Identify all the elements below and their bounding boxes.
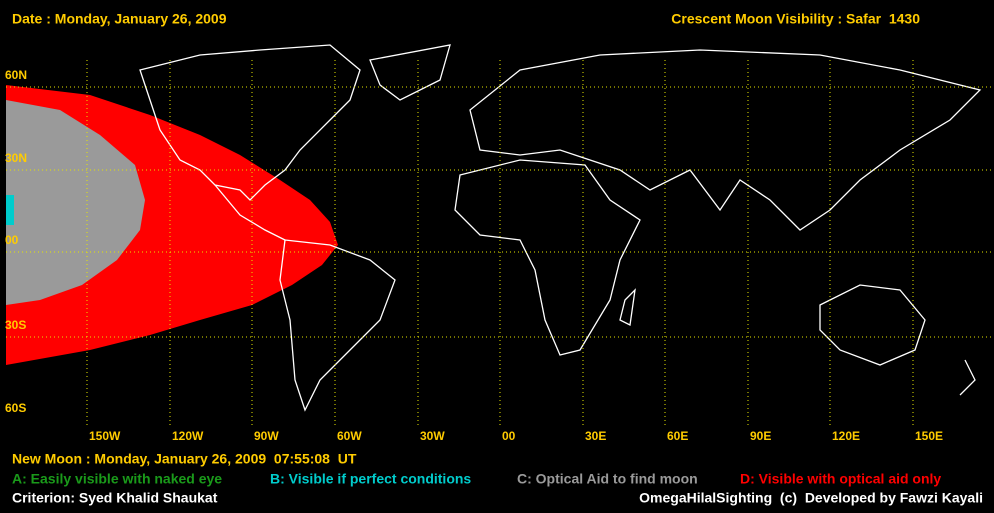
legend-entry: C: Optical Aid to find moon: [517, 471, 698, 487]
lon-label: 00: [502, 429, 516, 443]
criterion-label: Criterion: Syed Khalid Shaukat: [12, 490, 218, 506]
new-moon-label: New Moon : Monday, January 26, 2009 07:5…: [12, 451, 357, 467]
lon-label: 30E: [585, 429, 606, 443]
lon-label: 60W: [337, 429, 362, 443]
eurasia: [469, 49, 982, 231]
lon-label: 30W: [420, 429, 445, 443]
lat-label: 60S: [5, 401, 26, 415]
africa: [454, 159, 641, 356]
date-label: Date : Monday, January 26, 2009: [12, 11, 227, 27]
lon-label: 90W: [254, 429, 279, 443]
coastlines: [139, 44, 982, 412]
lon-label: 150E: [915, 429, 943, 443]
lon-label: 150W: [89, 429, 121, 443]
zone-b: [6, 195, 14, 225]
north-america: [139, 44, 361, 201]
lon-label: 120W: [172, 429, 204, 443]
lon-label: 120E: [832, 429, 860, 443]
lat-label: 60N: [5, 68, 27, 82]
lat-label: 30S: [5, 318, 26, 332]
legend-entry: B: Visible if perfect conditions: [270, 471, 471, 487]
greenland: [369, 44, 451, 101]
visibility-zones: [6, 85, 338, 365]
credit-label: OmegaHilalSighting (c) Developed by Fawz…: [639, 490, 983, 506]
zone-c: [6, 100, 145, 305]
map-title: Crescent Moon Visibility : Safar 1430: [671, 11, 920, 27]
lat-label: 30N: [5, 151, 27, 165]
graticule: [6, 60, 994, 425]
lon-label: 90E: [750, 429, 771, 443]
legend-entry: D: Visible with optical aid only: [740, 471, 941, 487]
legend-entry: A: Easily visible with naked eye: [12, 471, 222, 487]
madagascar: [619, 288, 636, 326]
new-zealand: [959, 359, 976, 396]
central-america: [214, 184, 286, 241]
lon-label: 60E: [667, 429, 688, 443]
lat-label: 00: [5, 233, 19, 247]
